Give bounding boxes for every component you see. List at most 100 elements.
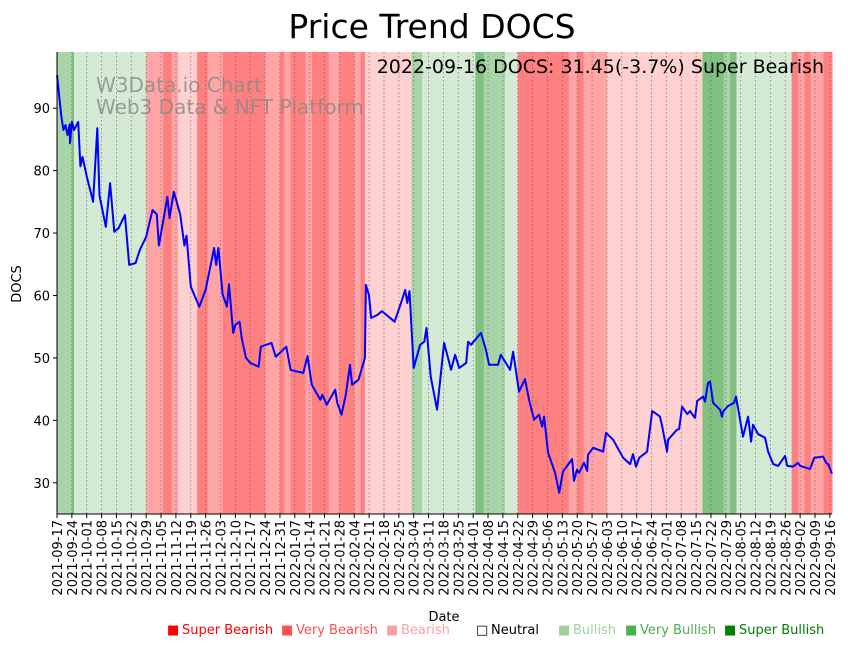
band-super-bearish xyxy=(360,52,366,514)
band-very-bearish xyxy=(284,52,292,514)
band-super-bearish xyxy=(279,52,285,514)
band-very-bullish xyxy=(723,52,731,514)
y-tick-label: 70 xyxy=(33,227,50,242)
y-tick-label: 90 xyxy=(33,102,50,117)
legend-label: Super Bullish xyxy=(739,623,824,638)
x-tick-label: 2022-01-07 xyxy=(289,520,304,596)
band-super-bearish xyxy=(163,52,173,514)
x-tick-label: 2021-10-29 xyxy=(140,520,155,596)
band-very-bearish xyxy=(305,52,313,514)
x-tick-label: 2022-08-26 xyxy=(779,520,794,596)
band-super-bearish xyxy=(791,52,799,514)
legend-label: Bullish xyxy=(573,623,616,638)
legend-label: Very Bearish xyxy=(296,623,378,638)
x-tick-label: 2022-04-08 xyxy=(482,520,497,596)
axes xyxy=(56,52,832,515)
y-tick-label: 60 xyxy=(33,289,50,304)
band-super-bearish xyxy=(311,52,330,514)
legend-swatch-icon: □ xyxy=(476,623,488,638)
x-tick-label: 2022-08-12 xyxy=(750,520,765,596)
x-tick-label: 2022-05-06 xyxy=(541,520,556,596)
legend-label: Very Bullish xyxy=(640,623,716,638)
x-tick-label: 2022-06-17 xyxy=(631,520,646,596)
x-tick-label: 2022-03-11 xyxy=(423,520,438,596)
legend-item-super-bullish: ■ Super Bullish xyxy=(724,623,824,638)
band-bearish xyxy=(606,52,703,514)
legend-swatch-icon: ■ xyxy=(386,623,398,638)
y-axis-label: DOCS xyxy=(10,265,25,303)
x-tick-label: 2021-12-17 xyxy=(244,520,259,596)
x-tick-label: 2022-08-19 xyxy=(764,520,779,596)
x-tick-label: 2021-09-24 xyxy=(66,520,81,596)
band-very-bullish xyxy=(411,52,423,514)
band-bullish xyxy=(422,52,476,514)
x-ticks: 2021-09-17 2021-09-24 2021-10-01 2021-10-08… xyxy=(51,514,839,596)
x-tick-label: 2022-09-16 xyxy=(824,520,839,596)
x-tick-label: 2022-05-13 xyxy=(556,520,571,596)
legend-swatch-icon: ■ xyxy=(167,623,179,638)
legend-label: Neutral xyxy=(491,623,539,638)
band-very-bullish xyxy=(57,52,73,514)
x-tick-label: 2021-10-22 xyxy=(125,520,140,596)
x-tick-label: 2022-06-10 xyxy=(616,520,631,596)
x-tick-label: 2022-09-09 xyxy=(809,520,824,596)
price-line xyxy=(56,74,833,494)
y-tick-label: 80 xyxy=(33,165,50,180)
x-tick-label: 2022-03-18 xyxy=(437,520,452,596)
x-tick-label: 2022-08-05 xyxy=(735,520,750,596)
band-very-bearish xyxy=(207,52,224,514)
watermark-line-2: Web3 Data & NFT Platform xyxy=(96,95,364,119)
legend-item-super-bearish: ■ Super Bearish xyxy=(167,623,273,638)
x-tick-label: 2022-07-29 xyxy=(720,520,735,596)
band-very-bearish xyxy=(798,52,805,514)
watermark-line-1: W3Data.io Chart xyxy=(96,73,262,97)
x-tick-label: 2021-09-17 xyxy=(51,520,66,596)
band-very-bearish xyxy=(146,52,164,514)
x-tick-label: 2021-12-10 xyxy=(229,520,244,596)
band-super-bearish xyxy=(804,52,812,514)
x-tick-label: 2022-07-08 xyxy=(675,520,690,596)
x-tick-label: 2021-10-15 xyxy=(110,520,125,596)
band-very-bearish xyxy=(583,52,608,514)
band-very-bearish xyxy=(568,52,578,514)
x-tick-label: 2021-10-01 xyxy=(81,520,96,596)
x-tick-label: 2021-11-12 xyxy=(170,520,185,596)
x-tick-label: 2022-04-22 xyxy=(512,520,527,596)
x-tick-label: 2022-06-03 xyxy=(601,520,616,596)
legend-label: Bearish xyxy=(401,623,450,638)
band-super-bullish xyxy=(475,52,485,514)
band-very-bearish xyxy=(354,52,362,514)
y-ticks: 30 40 50 60 70 80 90 xyxy=(33,102,57,492)
legend-item-very-bearish: ■ Very Bearish xyxy=(281,623,378,638)
chart-title: Price Trend DOCS xyxy=(288,7,575,46)
x-tick-label: 2022-04-29 xyxy=(527,520,542,596)
band-bullish xyxy=(736,52,793,514)
x-tick-label: 2021-11-19 xyxy=(185,520,200,596)
latest-annotation: 2022-09-16 DOCS: 31.45(-3.7%) Super Bear… xyxy=(377,56,824,78)
y-tick-label: 50 xyxy=(33,352,50,367)
legend-item-bearish: ■ Bearish xyxy=(386,623,450,638)
legend-swatch-icon: ■ xyxy=(625,623,637,638)
x-tick-label: 2022-07-22 xyxy=(705,520,720,596)
band-super-bullish xyxy=(730,52,737,514)
band-bearish xyxy=(178,52,198,514)
legend-label: Super Bearish xyxy=(182,623,273,638)
band-super-bearish xyxy=(222,52,266,514)
band-super-bearish xyxy=(577,52,585,514)
x-tick-label: 2022-02-11 xyxy=(363,520,378,596)
x-tick-label: 2022-03-04 xyxy=(408,520,423,596)
x-tick-label: 2021-10-08 xyxy=(96,520,111,596)
legend-swatch-icon: ■ xyxy=(724,623,736,638)
band-super-bearish xyxy=(339,52,355,514)
band-super-bullish xyxy=(71,52,75,514)
x-tick-label: 2021-12-31 xyxy=(274,520,289,596)
legend-item-neutral: □ Neutral xyxy=(476,623,539,638)
band-bullish xyxy=(505,52,519,514)
band-bullish xyxy=(73,52,147,514)
x-tick-label: 2022-03-25 xyxy=(452,520,467,596)
vertical-gridlines xyxy=(56,52,831,514)
x-tick-label: 2022-07-01 xyxy=(660,520,675,596)
band-super-bearish xyxy=(823,52,833,514)
x-tick-label: 2021-12-03 xyxy=(214,520,229,596)
